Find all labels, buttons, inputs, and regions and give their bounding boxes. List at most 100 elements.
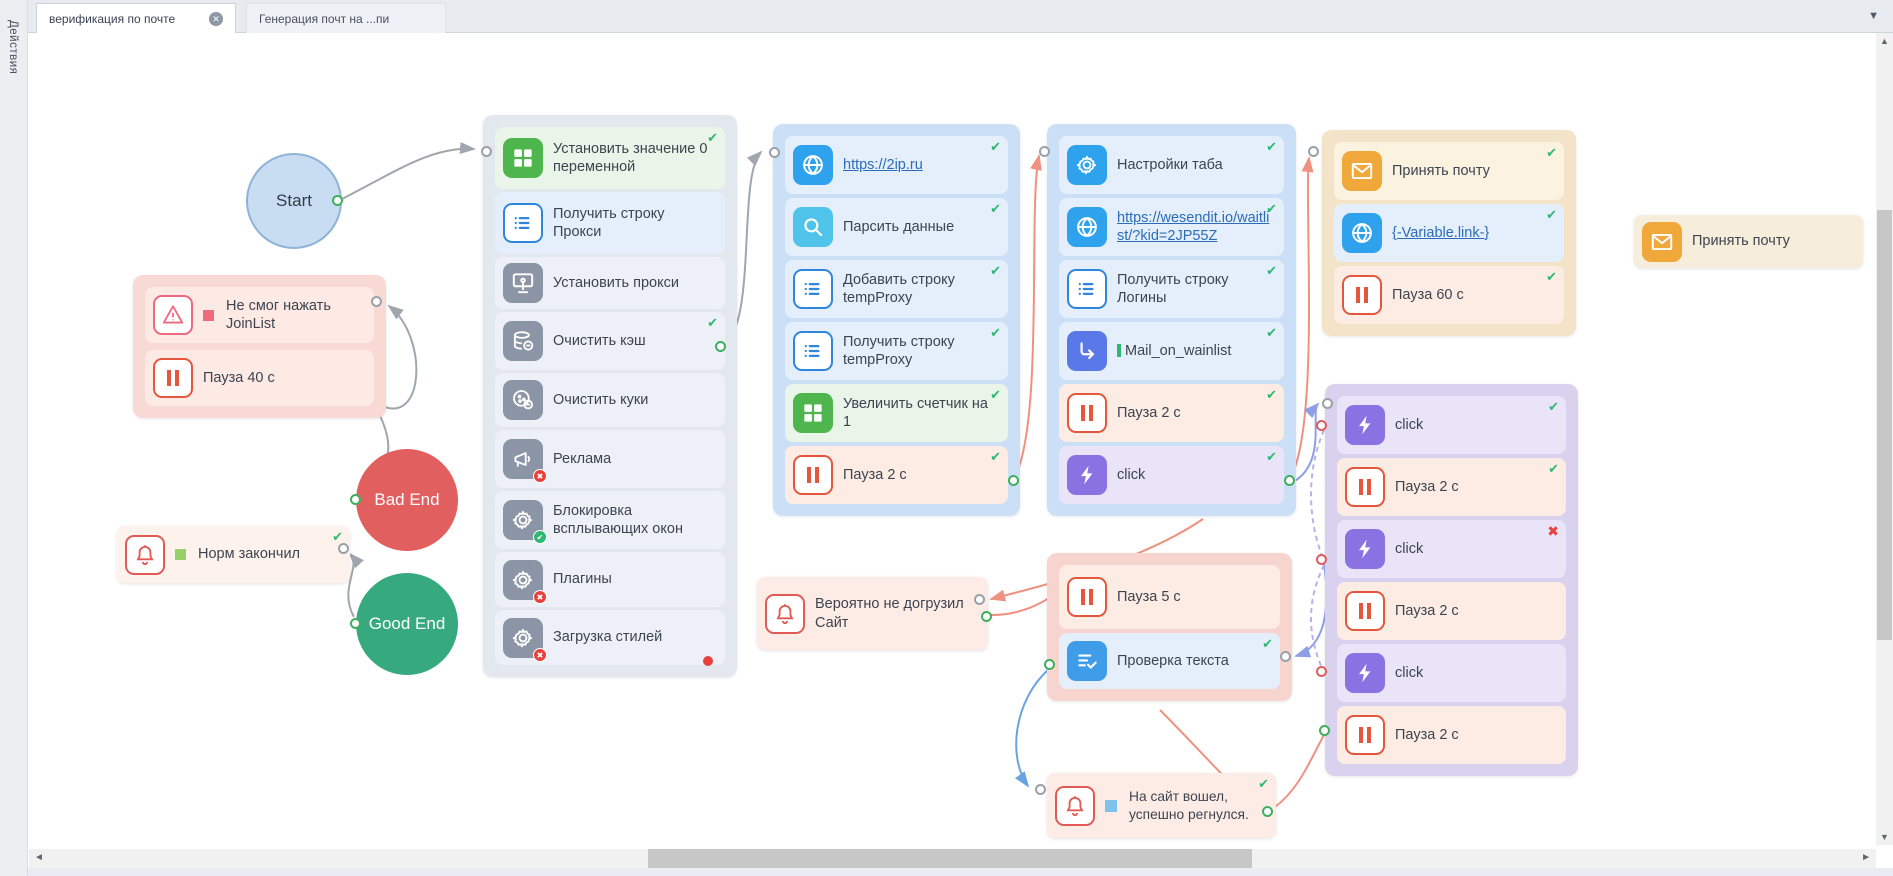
close-icon[interactable]: ✕ bbox=[209, 11, 223, 26]
node-get-proxy-row[interactable]: Получить строку Прокси bbox=[495, 192, 725, 254]
node-label: Блокировка всплывающих окон bbox=[553, 502, 683, 537]
node-increment-counter[interactable]: Увеличить счетчик на 1 ✔ bbox=[785, 384, 1008, 442]
good-end-node[interactable]: Good End bbox=[356, 573, 458, 675]
node-receive-mail[interactable]: Принять почту ✔ bbox=[1334, 142, 1564, 200]
error-cross-icon: ✖ bbox=[1547, 523, 1559, 539]
port-click1-in[interactable] bbox=[1322, 398, 1333, 409]
bad-end-node[interactable]: Bad End bbox=[356, 449, 458, 551]
node-pause-2-b[interactable]: Пауза 2 с bbox=[1337, 582, 1566, 640]
port-textcheck-in[interactable] bbox=[1280, 651, 1291, 662]
node-text-check[interactable]: Проверка текста ✔ bbox=[1059, 633, 1280, 689]
horizontal-scrollbar-thumb[interactable] bbox=[648, 849, 1252, 868]
start-node[interactable]: Start bbox=[246, 153, 342, 249]
node-click-site[interactable]: click ✔ bbox=[1059, 446, 1284, 504]
breakpoint-dot[interactable] bbox=[703, 656, 713, 666]
node-tab-settings[interactable]: Настройки таба ✔ bbox=[1059, 136, 1284, 194]
port-cache-out[interactable] bbox=[715, 341, 726, 352]
node-pause-2-c[interactable]: Пауза 2 с bbox=[1337, 706, 1566, 764]
horizontal-scrollbar[interactable]: ◄ ► bbox=[29, 849, 1876, 868]
node-add-tempproxy[interactable]: Добавить строку tempProxy ✔ bbox=[785, 260, 1008, 318]
port-proxy-out[interactable] bbox=[1008, 475, 1019, 486]
port-click1-fail[interactable] bbox=[1316, 420, 1327, 431]
port-click3-fail[interactable] bbox=[1316, 666, 1327, 677]
port-mail-in[interactable] bbox=[1308, 146, 1319, 157]
port-success-in[interactable] bbox=[1035, 784, 1046, 795]
port-proxy-in[interactable] bbox=[769, 147, 780, 158]
node-pause-2-site[interactable]: Пауза 2 с ✔ bbox=[1059, 384, 1284, 442]
node-parse-data[interactable]: Парсить данные ✔ bbox=[785, 198, 1008, 256]
node-receive-mail-single[interactable]: Принять почту bbox=[1634, 215, 1863, 268]
node-ads[interactable]: ✖ Реклама bbox=[495, 430, 725, 488]
port-bad-end-in[interactable] bbox=[350, 494, 361, 505]
port-warn-in[interactable] bbox=[974, 594, 985, 605]
group-setup[interactable]: Установить значение 0 переменной ✔ Получ… bbox=[483, 115, 737, 677]
port-joinlist-in[interactable] bbox=[371, 296, 382, 307]
node-goto-2ip[interactable]: https://2ip.ru ✔ bbox=[785, 136, 1008, 194]
url-link[interactable]: {-Variable.link-} bbox=[1392, 224, 1490, 241]
port-setup-in[interactable] bbox=[481, 146, 492, 157]
node-get-logins[interactable]: Получить строку Логины ✔ bbox=[1059, 260, 1284, 318]
success-check-icon: ✔ bbox=[1262, 636, 1273, 651]
success-check-icon: ✔ bbox=[1258, 776, 1269, 791]
node-styles-load[interactable]: ✖ Загрузка стилей bbox=[495, 610, 725, 665]
node-click-3[interactable]: click bbox=[1337, 644, 1566, 702]
scroll-left-icon[interactable]: ◄ bbox=[34, 852, 44, 863]
node-get-tempproxy[interactable]: Получить строку tempProxy ✔ bbox=[785, 322, 1008, 380]
scroll-up-icon[interactable]: ▲ bbox=[1880, 36, 1889, 46]
port-good-end-out[interactable] bbox=[350, 618, 361, 629]
bell-icon bbox=[125, 534, 165, 575]
disabled-badge-icon: ✖ bbox=[533, 589, 547, 604]
node-pause-2-proxy[interactable]: Пауза 2 с ✔ bbox=[785, 446, 1008, 504]
group-joinlist-error[interactable]: Не смог нажать JoinList Пауза 40 с bbox=[133, 275, 386, 418]
group-mail[interactable]: Принять почту ✔ {-Variable.link-} ✔ Пауз… bbox=[1322, 130, 1576, 336]
scroll-down-icon[interactable]: ▼ bbox=[1880, 832, 1889, 842]
group-proxy[interactable]: https://2ip.ru ✔ Парсить данные ✔ Добави… bbox=[773, 124, 1020, 516]
port-click2-fail[interactable] bbox=[1316, 554, 1327, 565]
node-label: Настройки таба bbox=[1117, 156, 1223, 173]
tab-verification[interactable]: верификация по почте ✕ bbox=[36, 3, 236, 33]
node-mail-on-wainlist[interactable]: Mail_on_wainlist ✔ bbox=[1059, 322, 1284, 380]
port-pause-last-in[interactable] bbox=[1319, 725, 1330, 736]
node-click-2[interactable]: click ✖ bbox=[1337, 520, 1566, 578]
scroll-right-icon[interactable]: ► bbox=[1861, 852, 1871, 863]
node-clear-cookies[interactable]: Очистить куки bbox=[495, 373, 725, 427]
url-link[interactable]: https://2ip.ru bbox=[843, 156, 923, 173]
node-label: Добавить строку tempProxy bbox=[843, 271, 955, 306]
node-clear-cache[interactable]: Очистить кэш ✔ bbox=[495, 312, 725, 370]
port-warn-out[interactable] bbox=[981, 611, 992, 622]
node-success-note[interactable]: На сайт вошел, успешно регнулся. ✔ bbox=[1047, 773, 1276, 838]
lightning-icon bbox=[1345, 653, 1385, 693]
success-check-icon: ✔ bbox=[707, 130, 718, 145]
group-text-check[interactable]: Пауза 5 с Проверка текста ✔ bbox=[1047, 553, 1292, 701]
port-site-in[interactable] bbox=[1039, 146, 1050, 157]
node-pause-2-a[interactable]: Пауза 2 с ✔ bbox=[1337, 458, 1566, 516]
node-set-proxy[interactable]: Установить прокси bbox=[495, 257, 725, 309]
group-clicks[interactable]: click ✔ Пауза 2 с ✔ click ✖ Пауза 2 с cl… bbox=[1325, 384, 1578, 776]
node-click-1[interactable]: click ✔ bbox=[1337, 396, 1566, 454]
node-pause-60[interactable]: Пауза 60 с ✔ bbox=[1334, 266, 1564, 324]
url-link[interactable]: https://wesendit.io/waitlist/?kid=2JP55Z bbox=[1117, 209, 1270, 244]
vertical-scrollbar[interactable]: ▲ ▼ bbox=[1876, 33, 1893, 845]
actions-sidebar[interactable]: Действия bbox=[0, 0, 28, 876]
node-plugins[interactable]: ✖ Плагины bbox=[495, 552, 725, 607]
port-norm-in[interactable] bbox=[338, 543, 349, 554]
tab-generation[interactable]: Генерация почт на ...пи bbox=[246, 3, 446, 33]
port-success-out[interactable] bbox=[1262, 806, 1273, 817]
node-pause-40[interactable]: Пауза 40 с bbox=[145, 350, 374, 406]
port-start-out[interactable] bbox=[332, 195, 343, 206]
node-set-variable[interactable]: Установить значение 0 переменной ✔ bbox=[495, 127, 725, 189]
text-check-icon bbox=[1067, 641, 1107, 681]
node-warn-site-note[interactable]: Вероятно не догрузил Сайт bbox=[757, 577, 988, 650]
node-warn-joinlist[interactable]: Не смог нажать JoinList bbox=[145, 287, 374, 343]
node-label: Установить прокси bbox=[553, 274, 679, 291]
node-goto-variable-link[interactable]: {-Variable.link-} ✔ bbox=[1334, 204, 1564, 262]
chevron-down-icon[interactable]: ▼ bbox=[1868, 10, 1879, 22]
node-pause-5[interactable]: Пауза 5 с bbox=[1059, 565, 1280, 629]
node-norm-note[interactable]: Норм закончил ✔ bbox=[117, 526, 350, 583]
node-popup-block[interactable]: ✔ Блокировка всплывающих окон bbox=[495, 491, 725, 549]
group-site[interactable]: Настройки таба ✔ https://wesendit.io/wai… bbox=[1047, 124, 1296, 516]
port-site-out[interactable] bbox=[1284, 475, 1295, 486]
port-textcheck-out[interactable] bbox=[1044, 659, 1055, 670]
vertical-scrollbar-thumb[interactable] bbox=[1877, 210, 1892, 640]
node-goto-wesendit[interactable]: https://wesendit.io/waitlist/?kid=2JP55Z… bbox=[1059, 198, 1284, 256]
